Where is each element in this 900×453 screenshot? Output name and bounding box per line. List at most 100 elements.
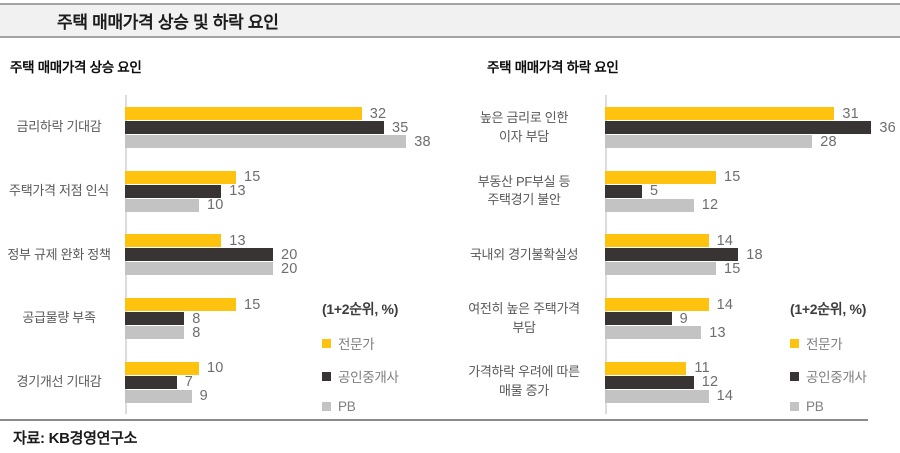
value-label: 7	[184, 374, 194, 391]
bar-expert	[605, 107, 835, 121]
chart-row: 높은 금리로 인한 이자 부담 31 36 28	[450, 106, 898, 150]
chart-row: 국내외 경기불확실성 14 18 15	[450, 232, 898, 277]
bar-line: 35	[125, 119, 446, 136]
bar-line: 7	[125, 374, 446, 391]
bar-expert	[605, 170, 716, 184]
bar-pb	[125, 262, 273, 276]
legend-label: PB	[806, 399, 824, 414]
bar-expert	[605, 298, 709, 312]
chart-row: 가격하락 우려에 따른 매물 증가 11 12 14	[450, 360, 898, 405]
category-label: 공급물량 부족	[22, 310, 96, 326]
legend-item-agent: 공인중개사	[790, 366, 900, 386]
value-label: 15	[244, 169, 261, 186]
bar-agent	[605, 312, 672, 326]
legend-swatch-agent	[790, 371, 799, 381]
bar-line: 8	[125, 324, 446, 341]
source-note: 자료: KB경영연구소	[13, 430, 138, 447]
bar-expert	[125, 298, 236, 312]
value-label: 15	[724, 169, 741, 186]
bar-expert	[125, 170, 236, 184]
legend-swatch-expert	[790, 338, 799, 348]
bar-line: 15	[125, 169, 446, 186]
bar-pb	[605, 262, 716, 276]
bar-line: 14	[605, 232, 898, 249]
category-label: 금리하락 기대감	[16, 119, 102, 135]
bar-line: 9	[125, 388, 446, 405]
bar-line: 10	[125, 360, 446, 377]
bar-line: 5	[605, 183, 898, 200]
value-label: 35	[392, 119, 409, 136]
value-label: 10	[207, 360, 224, 377]
value-label: 38	[414, 133, 431, 150]
legend-swatch-expert	[322, 338, 331, 348]
bar-group: 14 9 13	[605, 296, 898, 341]
value-label: 14	[716, 388, 734, 405]
bar-group: 11 12 14	[605, 360, 898, 405]
legend-label: 공인중개사	[806, 370, 867, 385]
bar-agent	[125, 121, 384, 135]
rise-factors-chart: 금리하락 기대감 32 35 38 주택가격 저점 인식 15 13 10 정부 규제 완화 정…	[0, 96, 446, 414]
value-label: 10	[207, 197, 224, 214]
bar-group: 15 13 10	[125, 169, 446, 214]
legend-item-agent: 공인중개사	[322, 366, 462, 386]
bar-group: 15 5 12	[605, 169, 898, 213]
bar-pb	[605, 198, 694, 212]
bar-group: 14 18 15	[605, 232, 898, 277]
bar-line: 13	[125, 183, 446, 199]
bar-line: 36	[605, 119, 898, 136]
legend-item-expert: 전문가	[322, 333, 462, 353]
bar-agent	[605, 248, 739, 262]
page-title: 주택 매매가격 상승 및 하락 요인	[57, 13, 279, 32]
legend-item-expert: 전문가	[790, 333, 900, 353]
bar-group: 32 35 38	[125, 106, 446, 150]
bar-agent	[605, 121, 872, 135]
value-label: 9	[199, 388, 208, 405]
legend-swatch-agent	[322, 371, 331, 381]
bar-expert	[125, 234, 222, 248]
rise-chart-legend: (1+2순위, %) 전문가 공인중개사 PB	[322, 299, 462, 427]
category-label: 국내외 경기불확실성	[469, 246, 579, 262]
bar-line: 8	[125, 311, 446, 327]
value-label: 8	[192, 324, 201, 341]
bar-group: 10 7 9	[125, 360, 446, 405]
bar-agent	[125, 375, 177, 389]
bar-expert	[125, 107, 362, 121]
value-label: 36	[879, 119, 896, 136]
legend-label: 공인중개사	[338, 370, 399, 385]
bar-agent	[125, 248, 273, 262]
value-label: 15	[244, 296, 261, 313]
bar-line: 12	[605, 374, 898, 390]
bar-pb	[605, 135, 813, 149]
bar-line: 11	[605, 360, 898, 376]
bar-line: 14	[605, 388, 898, 405]
value-label: 14	[716, 296, 734, 313]
bar-group: 13 20 20	[125, 233, 446, 277]
bar-pb	[125, 389, 192, 403]
value-label: 5	[650, 183, 659, 200]
bar-line: 10	[125, 197, 446, 214]
category-label: 경기개선 기대감	[16, 373, 102, 389]
legend-swatch-pb	[322, 402, 331, 411]
legend-unit-note: (1+2순위, %)	[322, 301, 399, 317]
value-label: 18	[746, 246, 763, 263]
bar-line: 18	[605, 246, 898, 263]
legend-label: 전문가	[338, 337, 375, 352]
bar-line: 31	[605, 106, 898, 122]
bar-line: 20	[125, 261, 446, 277]
fall-chart-title: 주택 매매가격 하락 요인	[487, 60, 619, 75]
category-label: 여전히 높은 주택가격 부담	[468, 300, 580, 335]
bar-pb	[125, 198, 199, 212]
bar-line: 38	[125, 133, 446, 150]
bar-agent	[605, 184, 642, 198]
chart-row: 경기개선 기대감 10 7 9	[0, 360, 446, 405]
bar-expert	[605, 361, 687, 375]
report-title-band: 주택 매매가격 상승 및 하락 요인	[0, 3, 900, 38]
bar-group: 15 8 8	[125, 296, 446, 341]
legend-swatch-pb	[790, 402, 799, 411]
value-label: 14	[716, 232, 734, 249]
bar-line: 14	[605, 296, 898, 313]
value-label: 15	[724, 260, 741, 277]
bar-line: 15	[125, 296, 446, 313]
bar-line: 13	[125, 233, 446, 249]
